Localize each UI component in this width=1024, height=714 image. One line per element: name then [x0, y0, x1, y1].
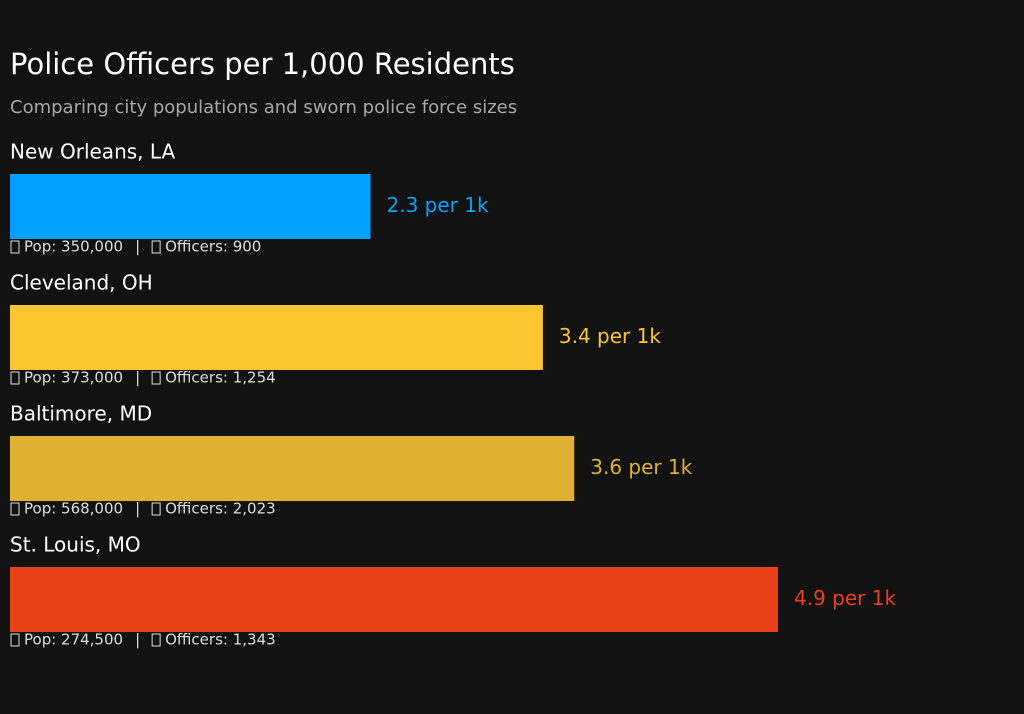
population-label: Pop: 568,000 [24, 500, 123, 518]
icon [10, 633, 20, 647]
population-label: Pop: 373,000 [24, 369, 123, 387]
value-label: 4.9 per 1k [794, 586, 896, 610]
icon [151, 240, 161, 254]
officers-label: Officers: 1,254 [165, 369, 276, 387]
separator: | [135, 238, 140, 256]
category-label: Cleveland, OH [10, 271, 153, 295]
category-label: Baltimore, MD [10, 402, 152, 426]
value-label: 2.3 per 1k [386, 193, 488, 217]
value-label: 3.4 per 1k [559, 324, 661, 348]
officers-label: Officers: 900 [165, 238, 261, 256]
chart-title: Police Officers per 1,000 Residents [10, 47, 515, 81]
category-label: New Orleans, LA [10, 140, 175, 164]
bar [10, 305, 543, 370]
icon [10, 371, 20, 385]
icon [151, 371, 161, 385]
officers-label: Officers: 1,343 [165, 631, 276, 649]
officers-label: Officers: 2,023 [165, 500, 276, 518]
chart-subtitle: Comparing city populations and sworn pol… [10, 97, 517, 118]
population-label: Pop: 274,500 [24, 631, 123, 649]
separator: | [135, 631, 140, 649]
category-label: St. Louis, MO [10, 533, 141, 557]
bar [10, 174, 371, 239]
population-label: Pop: 350,000 [24, 238, 123, 256]
icon [10, 240, 20, 254]
icon [151, 633, 161, 647]
icon [10, 502, 20, 516]
value-label: 3.6 per 1k [590, 455, 692, 479]
separator: | [135, 500, 140, 518]
bar [10, 567, 778, 632]
bar [10, 436, 575, 501]
icon [151, 502, 161, 516]
separator: | [135, 369, 140, 387]
